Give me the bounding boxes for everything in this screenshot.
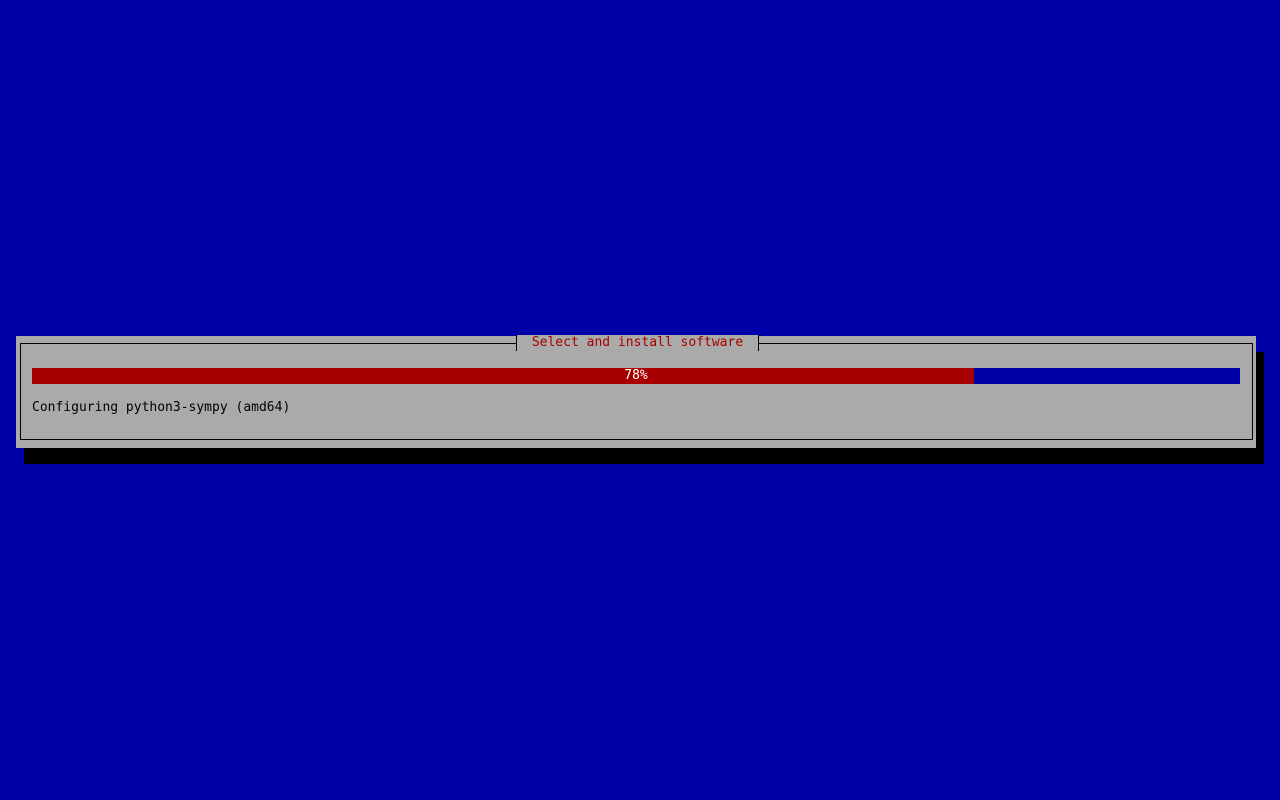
- install-progress-dialog: Select and install software 78% Configur…: [16, 335, 1256, 448]
- progress-label: 78%: [624, 368, 648, 383]
- progress-fill: [32, 368, 975, 384]
- dialog-frame: [20, 343, 1253, 440]
- dialog-title: Select and install software: [516, 335, 759, 351]
- progress-bar: 78%: [32, 368, 1240, 384]
- status-text: Configuring python3-sympy (amd64): [32, 400, 291, 415]
